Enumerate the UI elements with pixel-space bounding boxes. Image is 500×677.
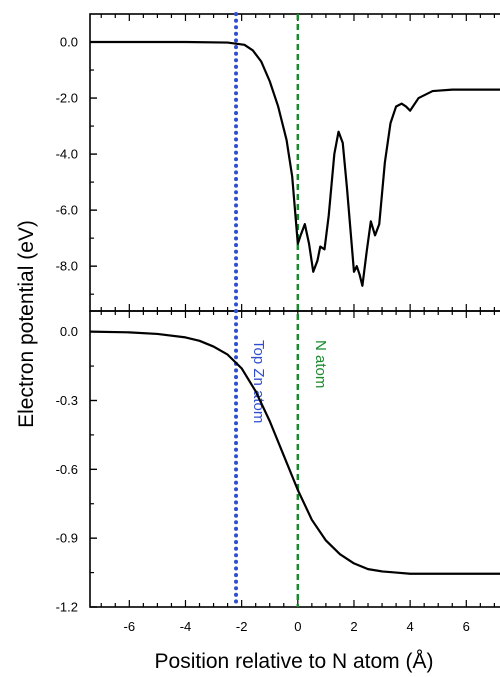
series-layer	[89, 40, 500, 575]
y-tick-label-bottom: -0.9	[56, 531, 78, 546]
panel-frame-bottom	[89, 310, 500, 608]
y-tick-label-top: -8.0	[56, 259, 78, 274]
x-ticks: -6 -4 -2 0 2 4 6	[124, 619, 470, 634]
y-tick-label-bottom: 0.0	[60, 324, 78, 339]
x-tick-label: 4	[407, 619, 414, 634]
x-tick-label: -2	[236, 619, 248, 634]
x-tick-label: 2	[350, 619, 357, 634]
y-tick-label-bottom: -0.6	[56, 462, 78, 477]
y-tick-label-top: -6.0	[56, 203, 78, 218]
markers-layer: Top Zn atom N atom	[234, 12, 329, 609]
y-tick-label-top: 0.0	[60, 35, 78, 50]
x-axis-title: Position relative to N atom (Å)	[155, 650, 434, 673]
panel-frame-top	[89, 13, 500, 312]
y-tick-label-top: -4.0	[56, 147, 78, 162]
top-zn-atom-label: Top Zn atom	[250, 340, 267, 423]
y-tick-label-top: -2.0	[56, 91, 78, 106]
x-tick-label: -4	[180, 619, 192, 634]
y-tick-label-bottom: -0.3	[56, 393, 78, 408]
y-axis-title: Electron potential (eV)	[15, 220, 38, 428]
x-tick-label: 0	[294, 619, 301, 634]
n-atom-label: N atom	[312, 340, 329, 388]
panels-layer: 0.0 -2.0 -4.0 -6.0 -8.0 0.0 -0.3 -0.6 -0.9 -1.2	[56, 13, 500, 615]
series-line-top	[90, 40, 500, 287]
x-tick-label: 6	[463, 619, 470, 634]
y-tick-label-bottom: -1.2	[56, 600, 78, 615]
x-tick-label: -6	[124, 619, 136, 634]
series-line-bottom	[89, 330, 500, 575]
